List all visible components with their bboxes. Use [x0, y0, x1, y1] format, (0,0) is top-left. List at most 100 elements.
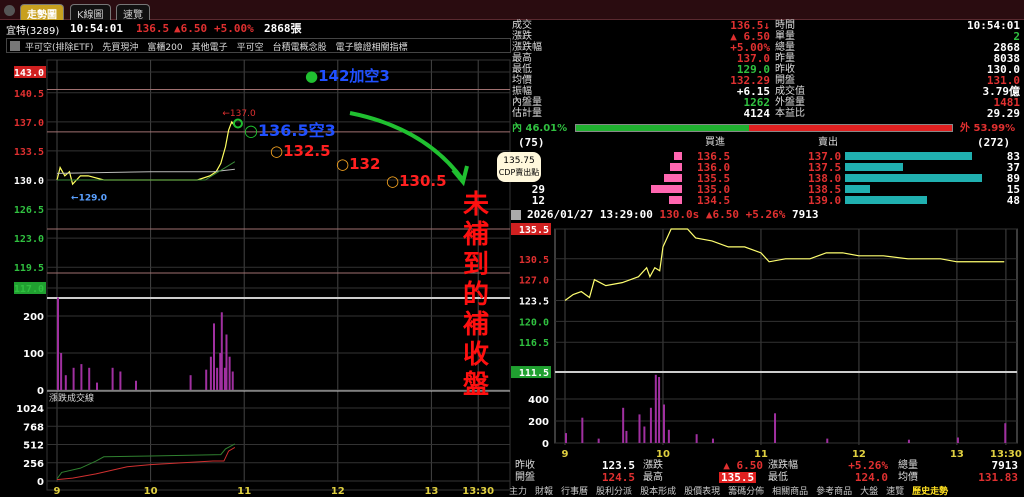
- quote-label: 最高: [512, 53, 532, 64]
- tab-overview[interactable]: 速覽: [116, 4, 150, 21]
- footer-label: 最高: [643, 472, 663, 483]
- quote-value: 29.29: [986, 107, 1020, 120]
- category-item[interactable]: 平可空(排除ETF): [25, 43, 94, 53]
- volume-bar: [649, 407, 652, 443]
- volume-bar: [667, 429, 670, 443]
- price-tick: 111.5: [519, 368, 549, 379]
- price-tick: 135.5: [519, 225, 549, 236]
- bottom-tab[interactable]: 籌碼分佈: [728, 487, 765, 497]
- calendar-icon[interactable]: [511, 210, 521, 220]
- price-tick: 117.0: [14, 284, 44, 295]
- bid-bar: [668, 196, 682, 204]
- bid-bar: [650, 185, 682, 193]
- annotation-142: ●142加空3: [305, 67, 390, 85]
- category-item[interactable]: 富櫃200: [147, 43, 183, 53]
- bid-qty: 12: [531, 194, 545, 207]
- volume-tick: 0: [37, 386, 44, 397]
- quote-value: 2868: [993, 41, 1021, 54]
- category-item[interactable]: 台積電概念股: [272, 43, 327, 53]
- category-item[interactable]: 其他電子: [191, 43, 228, 53]
- volume-tick: 0: [542, 439, 549, 450]
- footer-label: 最低: [768, 472, 788, 483]
- menu-icon[interactable]: [4, 5, 15, 16]
- annotation-132-5: ○132.5: [270, 142, 331, 160]
- history-chart: 9 10 11 12 13 13:30 135.5 130.5 127.0 123.5 120.0 1…: [511, 223, 1022, 460]
- volume-bar: [638, 414, 641, 443]
- ask-price[interactable]: 137.0: [808, 150, 842, 163]
- green-arrow: [349, 111, 469, 187]
- volume-bar: [565, 433, 567, 443]
- annotation-130-5: ○130.5: [386, 172, 447, 190]
- title-bar: [0, 0, 1024, 20]
- quote-value: 137.0: [736, 52, 770, 65]
- tab-trend[interactable]: 走勢圖: [20, 4, 64, 21]
- cum-tick: 768: [23, 422, 44, 433]
- category-item[interactable]: 電子驗證相關指標: [335, 43, 408, 53]
- price-tick: 126.5: [14, 205, 44, 216]
- volume-bar: [80, 364, 83, 390]
- bid-title: 買進: [705, 137, 725, 148]
- bid-price[interactable]: 135.5: [697, 172, 731, 185]
- annotation-132: ○132: [336, 155, 381, 173]
- limit-badge: [14, 66, 46, 78]
- x-tick: 9: [562, 449, 569, 460]
- bid-bar: [673, 152, 682, 160]
- ask-qty: 48: [1006, 194, 1020, 207]
- ask-price[interactable]: 138.5: [808, 183, 842, 196]
- bottom-tab[interactable]: 股本形成: [640, 487, 677, 497]
- bottom-tab[interactable]: 速覽: [886, 487, 905, 497]
- bid-price[interactable]: 136.0: [697, 161, 731, 174]
- price-tick: 140.5: [14, 89, 44, 100]
- volume-bar: [231, 371, 234, 390]
- bottom-tab[interactable]: 股價表現: [684, 487, 721, 497]
- tab-kline[interactable]: K線圖: [70, 4, 111, 21]
- footer-label: 昨收: [515, 460, 535, 471]
- x-tick: 12: [852, 449, 866, 460]
- bid-price[interactable]: 135.0: [697, 183, 731, 196]
- price-tick: 130.5: [519, 255, 549, 266]
- bottom-tab[interactable]: 大盤: [860, 487, 879, 497]
- ask-bar: [845, 185, 870, 193]
- footer-label: 均價: [898, 472, 918, 483]
- footer-label: 漲跌: [643, 460, 663, 471]
- bottom-tab[interactable]: 主力: [509, 487, 528, 497]
- volume-bar: [64, 375, 67, 390]
- bid-bar: [669, 163, 682, 171]
- category-item[interactable]: 先買現沖: [102, 43, 139, 53]
- volume-tick: 200: [23, 312, 44, 323]
- volume-tick: 400: [528, 395, 549, 406]
- volume-bar: [625, 430, 628, 443]
- quote-value: +6.15: [736, 85, 770, 98]
- bottom-tab[interactable]: 歷史走勢: [912, 487, 949, 497]
- volume-bar: [72, 367, 75, 390]
- ask-bar: [845, 196, 928, 204]
- price-tick: 133.5: [14, 147, 44, 158]
- bottom-tab[interactable]: 參考商品: [816, 487, 853, 497]
- annotation-vertical: 未補到的補收盤: [463, 190, 490, 400]
- quote-label: 本益比: [775, 108, 805, 119]
- quote-label: 成交: [512, 20, 532, 31]
- bottom-tab[interactable]: 股利分派: [596, 487, 633, 497]
- quote-value: 129.0: [736, 63, 770, 76]
- bid-price[interactable]: 134.5: [697, 194, 731, 207]
- footer-value: 124.5: [601, 471, 635, 484]
- footer-label: 開盤: [515, 472, 535, 483]
- checkbox-icon[interactable]: [10, 41, 20, 51]
- category-item[interactable]: 平可空: [236, 43, 264, 53]
- volume-bar: [189, 375, 192, 390]
- ask-price[interactable]: 139.0: [808, 194, 842, 207]
- x-tick: 13: [424, 486, 438, 496]
- volume-bar: [135, 380, 137, 390]
- limit-badge: [511, 223, 551, 235]
- bottom-tab[interactable]: 行事曆: [561, 487, 589, 497]
- bottom-tab[interactable]: 相關商品: [772, 487, 809, 497]
- quote-label: 成交值: [775, 86, 805, 97]
- volume-bar: [662, 404, 665, 443]
- bottom-tab[interactable]: 財報: [535, 487, 554, 497]
- quote-value: 10:54:01: [967, 19, 1020, 32]
- ask-price[interactable]: 137.5: [808, 161, 842, 174]
- quote-value: 3.79億: [982, 85, 1021, 98]
- bid-price[interactable]: 136.5: [697, 150, 731, 163]
- limit-badge: [14, 282, 46, 294]
- ask-price[interactable]: 138.0: [808, 172, 842, 185]
